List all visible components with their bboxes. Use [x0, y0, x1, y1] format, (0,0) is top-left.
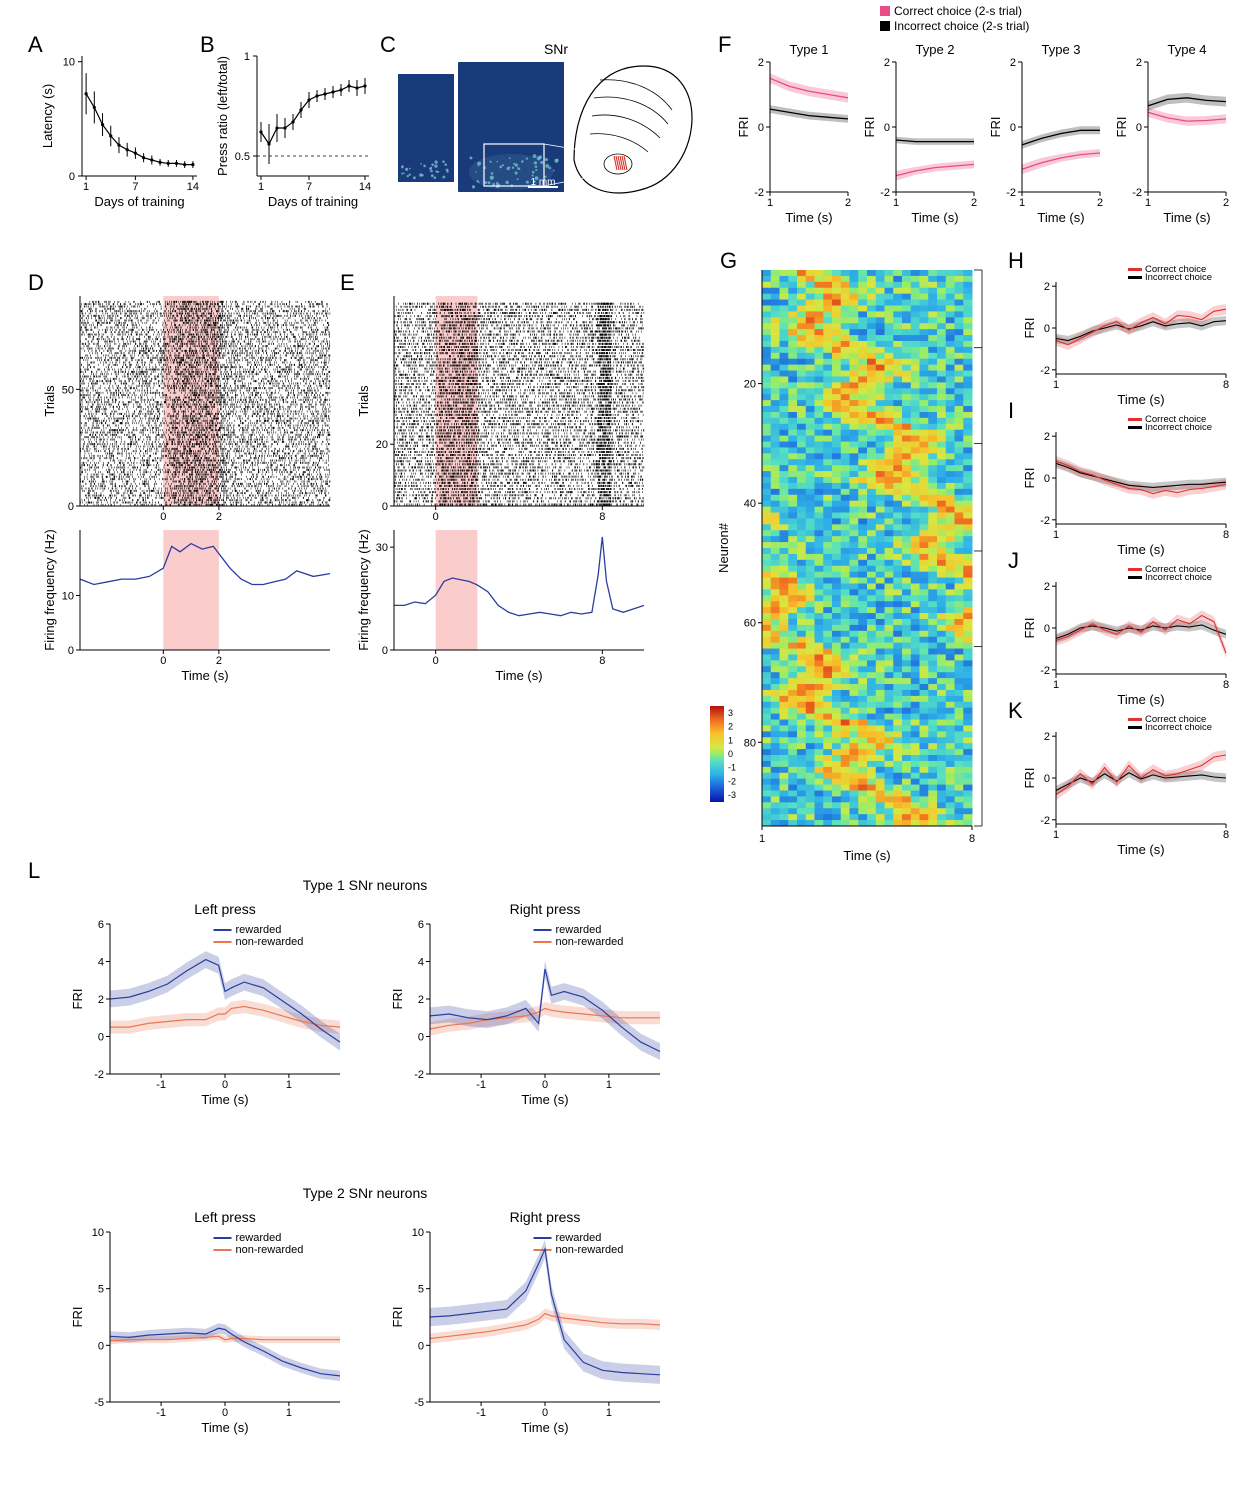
top-legend: Correct choice (2-s trial)Incorrect choi… — [880, 4, 1220, 36]
svg-text:1: 1 — [83, 181, 89, 193]
svg-text:1: 1 — [244, 51, 250, 63]
panel-label-L: L — [28, 858, 40, 884]
svg-text:0: 0 — [69, 171, 75, 183]
panel-F: Type 112-202FRITime (s)Type 212-202FRITi… — [736, 40, 1236, 240]
panel-L: Type 1 SNr neuronsType 2 SNr neuronsLeft… — [40, 874, 680, 1494]
svg-text:SNr: SNr — [544, 41, 568, 57]
svg-text:Days of training: Days of training — [268, 194, 358, 209]
panel-J: Correct choiceIncorrect choice18-202FRIT… — [1018, 564, 1243, 714]
panel-I: Correct choiceIncorrect choice18-202FRIT… — [1018, 414, 1243, 564]
panel-H: Correct choiceIncorrect choice18-202FRIT… — [1018, 264, 1243, 414]
svg-text:1 mm: 1 mm — [531, 177, 556, 188]
svg-text:Correct choice (2-s trial): Correct choice (2-s trial) — [894, 4, 1022, 18]
panel-C: SNr 1 mm — [396, 40, 696, 220]
panel-D: 05002Trials01002Firing frequency (Hz)Tim… — [40, 292, 340, 720]
panel-G: 1820406080Neuron#Time (s)-3-2-10123 — [700, 264, 1010, 884]
svg-text:10: 10 — [63, 57, 75, 69]
panel-E: 02008Trials03008Firing frequency (Hz)Tim… — [354, 292, 654, 720]
svg-text:Days of training: Days of training — [94, 194, 184, 209]
panel-label-C: C — [380, 32, 396, 58]
panel-B: 1 7 14 0.5 1 Days of training Press ratio (lef… — [212, 46, 382, 216]
panel-A: 1 7 14 0 10 Days of training Latency (s) — [40, 46, 210, 216]
panel-label-F: F — [718, 32, 731, 58]
svg-text:1: 1 — [258, 181, 264, 193]
svg-text:7: 7 — [306, 181, 312, 193]
svg-text:14: 14 — [359, 181, 371, 193]
svg-text:14: 14 — [187, 181, 199, 193]
svg-text:Incorrect choice (2-s trial): Incorrect choice (2-s trial) — [894, 19, 1029, 33]
panel-K: Correct choiceIncorrect choice18-202FRIT… — [1018, 714, 1243, 864]
svg-text:0.5: 0.5 — [235, 151, 250, 163]
svg-text:Latency (s): Latency (s) — [40, 84, 55, 148]
svg-text:7: 7 — [132, 181, 138, 193]
svg-text:Press ratio (left/total): Press ratio (left/total) — [215, 56, 230, 176]
panel-label-E: E — [340, 270, 355, 296]
